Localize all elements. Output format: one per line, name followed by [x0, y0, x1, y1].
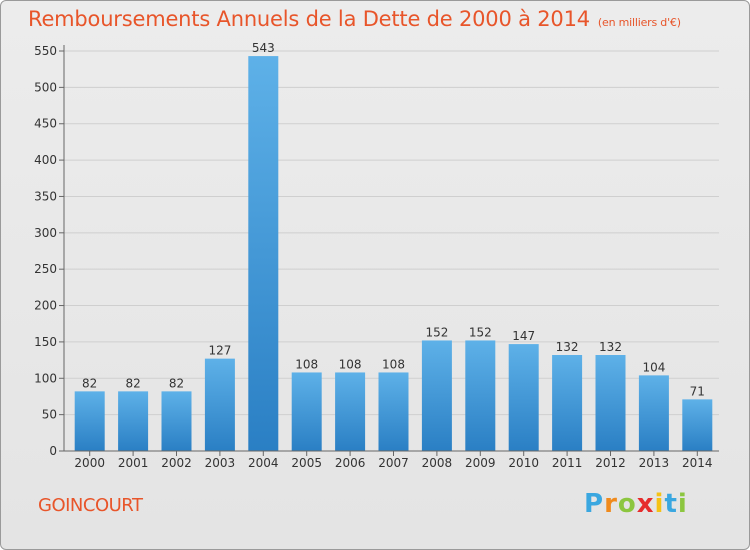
bar: [248, 56, 279, 451]
bar: [552, 355, 583, 451]
y-tick-label: 500: [34, 80, 57, 94]
x-tick-label: 2014: [682, 456, 713, 470]
y-tick-label: 150: [34, 335, 57, 349]
bar-value-label: 108: [382, 357, 405, 371]
commune-name: GOINCOURT: [38, 495, 143, 516]
bar: [465, 340, 496, 451]
bar-value-label: 82: [169, 376, 184, 390]
chart-subtitle: (en milliers d'€): [597, 16, 681, 29]
bar-value-label: 82: [125, 376, 140, 390]
bar: [291, 372, 322, 451]
y-tick-label: 350: [34, 189, 57, 203]
y-tick-label: 50: [42, 408, 57, 422]
chart-title: Remboursements Annuels de la Dette de 20…: [28, 7, 681, 31]
x-tick-label: 2009: [465, 456, 496, 470]
bar-value-label: 71: [690, 384, 705, 398]
bar-value-label: 108: [295, 357, 318, 371]
x-tick-label: 2013: [639, 456, 670, 470]
bar: [595, 355, 626, 451]
y-tick-label: 200: [34, 299, 57, 313]
bar: [508, 344, 539, 451]
bar: [682, 399, 713, 451]
chart-title-text: Remboursements Annuels de la Dette de 20…: [28, 7, 590, 31]
x-tick-label: 2007: [378, 456, 409, 470]
y-tick-label: 0: [49, 444, 57, 458]
x-tick-label: 2001: [118, 456, 149, 470]
bar-value-label: 147: [512, 329, 535, 343]
x-tick-label: 2003: [205, 456, 236, 470]
bar: [421, 340, 452, 451]
y-tick-label: 450: [34, 117, 57, 131]
proxiti-logo: Proxiti: [584, 489, 688, 519]
x-tick-label: 2011: [552, 456, 583, 470]
logo-letter: o: [617, 489, 637, 519]
y-tick-label: 100: [34, 371, 57, 385]
x-tick-label: 2002: [161, 456, 192, 470]
bar-value-label: 132: [599, 340, 622, 354]
bar-value-label: 104: [642, 360, 665, 374]
x-tick-label: 2000: [74, 456, 105, 470]
bar-value-label: 82: [82, 376, 97, 390]
bar: [638, 375, 669, 451]
logo-letter: t: [664, 489, 678, 519]
x-tick-label: 2004: [248, 456, 279, 470]
bar: [161, 391, 192, 451]
bar-value-label: 108: [339, 357, 362, 371]
bar-value-label: 127: [208, 344, 231, 358]
logo-letter: P: [584, 489, 605, 519]
x-tick-label: 2005: [291, 456, 322, 470]
logo-letter: x: [636, 489, 655, 519]
logo-letter: i: [677, 489, 688, 519]
bar: [118, 391, 149, 451]
bar: [204, 358, 235, 451]
x-tick-label: 2012: [595, 456, 626, 470]
bar: [74, 391, 105, 451]
bar-value-label: 543: [252, 41, 275, 55]
y-tick-label: 300: [34, 226, 57, 240]
y-tick-label: 250: [34, 262, 57, 276]
logo-letter: i: [654, 489, 665, 519]
logo-letter: r: [604, 489, 618, 519]
bar: [378, 372, 409, 451]
bar-value-label: 132: [556, 340, 579, 354]
x-tick-label: 2010: [508, 456, 539, 470]
x-tick-label: 2008: [422, 456, 453, 470]
y-tick-label: 400: [34, 153, 57, 167]
x-tick-label: 2006: [335, 456, 366, 470]
bar-value-label: 152: [425, 325, 448, 339]
bar-value-label: 152: [469, 325, 492, 339]
bar: [335, 372, 366, 451]
y-tick-label: 550: [34, 44, 57, 58]
